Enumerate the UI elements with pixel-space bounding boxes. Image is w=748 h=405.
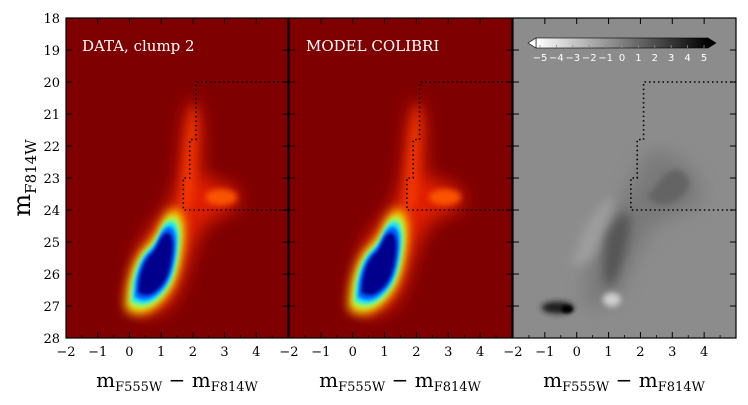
x-tick-label: 4 (476, 345, 484, 360)
dotted-selection-box (630, 81, 736, 211)
y-tick-label: 26 (43, 268, 60, 283)
panel-residual (513, 18, 736, 338)
dotted-selection-box (406, 81, 512, 211)
y-tick-label: 28 (43, 332, 60, 347)
panel-data (66, 18, 288, 338)
residual-ms-streak (603, 212, 631, 287)
colorbar-tick-label: 4 (684, 53, 690, 64)
y-tick-label: 23 (43, 172, 60, 187)
x-tick-label: 0 (573, 345, 581, 360)
y-tick-label: 21 (43, 108, 60, 123)
x-tick-label: −1 (311, 345, 330, 360)
ms-contour-4 (138, 232, 173, 296)
x-tick-label: −1 (88, 345, 107, 360)
rgb-streak (180, 105, 197, 210)
x-tick-label: 0 (125, 345, 133, 360)
ms-contour-4 (361, 232, 397, 296)
x-tick-label: 4 (252, 345, 260, 360)
y-axis-title: mF814W (8, 139, 40, 217)
x-tick-label: −2 (503, 345, 522, 360)
panel-model (289, 18, 512, 338)
x-tick-label: 2 (636, 345, 644, 360)
y-tick-label: 20 (43, 76, 60, 91)
x-tick-label: 1 (604, 345, 612, 360)
y-tick-label: 27 (43, 300, 60, 315)
axes: −2 −1 0 1 2 3 4 −2 −1 0 1 2 3 4 −2 −1 0 1 2 3 41819202122232… (43, 12, 737, 360)
colorbar-tick-label: 0 (619, 53, 625, 64)
colorbar-tick-label: −4 (549, 53, 564, 64)
x-tick-label: 1 (380, 345, 388, 360)
colorbar-extend-low (527, 37, 537, 49)
colorbar-tick-label: −1 (598, 53, 613, 64)
colorbar-tick-label: 1 (635, 53, 641, 64)
x-tick-label: 3 (444, 345, 452, 360)
red-clump (429, 189, 462, 206)
x-tick-label: 3 (668, 345, 676, 360)
residual-light-band (570, 195, 613, 268)
y-tick-label: 25 (43, 236, 60, 251)
residual-clump (646, 169, 689, 205)
residual-bright-spot (602, 292, 621, 307)
residual-darkest-spot (561, 305, 574, 314)
x-tick-label: −1 (535, 345, 554, 360)
colorbar: −5 −4 −3 −2 −1 0 1 2 3 4 5 (527, 37, 717, 64)
y-tick-label: 22 (43, 140, 60, 155)
y-tick-label: 19 (43, 44, 60, 59)
x-tick-label: 3 (220, 345, 228, 360)
x-tick-label: 0 (349, 345, 357, 360)
x-axis-title-3: mF555W − mF814W (543, 368, 705, 395)
x-axis-title-2: mF555W − mF814W (319, 368, 481, 395)
x-tick-label: 2 (412, 345, 420, 360)
x-tick-label: 1 (157, 345, 165, 360)
red-clump (205, 189, 238, 206)
rgb-streak (403, 105, 421, 210)
colorbar-tick-label: 2 (652, 53, 658, 64)
colorbar-tick-label: −2 (582, 53, 597, 64)
y-tick-label: 24 (43, 204, 60, 219)
x-tick-label: 2 (189, 345, 197, 360)
colorbar-tick-label: 3 (668, 53, 674, 64)
panel-label-data: DATA, clump 2 (82, 37, 195, 55)
x-tick-label: −2 (279, 345, 298, 360)
x-tick-label: 4 (700, 345, 708, 360)
colorbar-tick-label: 5 (701, 53, 707, 64)
x-axis-title-1: mF555W − mF814W (96, 368, 258, 395)
colorbar-extend-high (707, 37, 717, 49)
colorbar-tick-label: −3 (565, 53, 580, 64)
panel-background (513, 18, 736, 338)
panel-label-model: MODEL COLIBRI (306, 37, 439, 55)
colorbar-tick-label: −5 (533, 53, 548, 64)
x-tick-label: −2 (56, 345, 75, 360)
y-tick-label: 18 (43, 12, 60, 27)
